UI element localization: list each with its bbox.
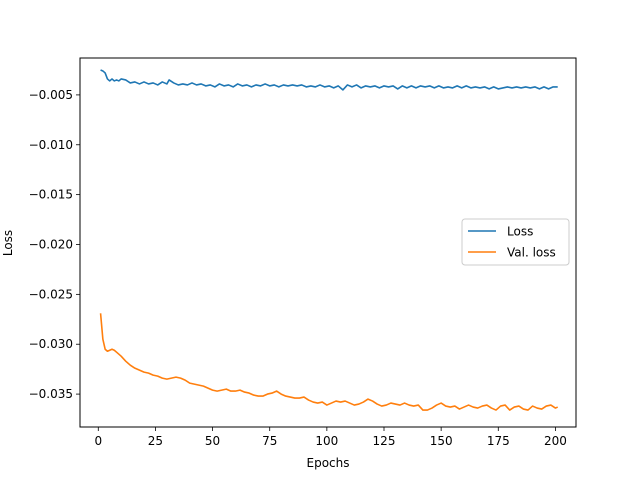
axes-frame [79, 57, 577, 428]
y-tick-label: −0.030 [29, 337, 73, 351]
x-tick-label: 150 [430, 434, 453, 448]
x-tick-label: 75 [262, 434, 277, 448]
y-tick-label: −0.025 [29, 287, 73, 301]
y-tick-label: −0.035 [29, 387, 73, 401]
x-axis: 0 25 50 75 100 125 150 175 200 [94, 427, 567, 448]
series-line-val-loss [99, 313, 559, 411]
x-tick-label: 200 [544, 434, 567, 448]
x-tick-label: 100 [315, 434, 338, 448]
x-tick-label: 25 [148, 434, 163, 448]
y-axis-label: Loss [1, 230, 15, 256]
x-tick-label: 125 [373, 434, 396, 448]
x-tick-label: 50 [205, 434, 220, 448]
legend: Loss Val. loss [461, 218, 570, 266]
y-tick-label: −0.005 [29, 88, 73, 102]
x-axis-label: Epochs [307, 456, 350, 470]
y-tick-label: −0.020 [29, 237, 73, 251]
series-line-loss [100, 69, 558, 91]
x-tick-label: 175 [487, 434, 510, 448]
series-layer [99, 69, 559, 411]
legend-label-loss: Loss [507, 225, 533, 239]
x-tick-label: 0 [94, 434, 102, 448]
legend-label-val-loss: Val. loss [507, 246, 556, 260]
y-tick-label: −0.015 [29, 188, 73, 202]
y-tick-label: −0.010 [29, 138, 73, 152]
plot-area [79, 57, 577, 428]
y-axis: −0.035 −0.030 −0.025 −0.020 −0.015 −0.010 −0.0… [29, 88, 80, 401]
